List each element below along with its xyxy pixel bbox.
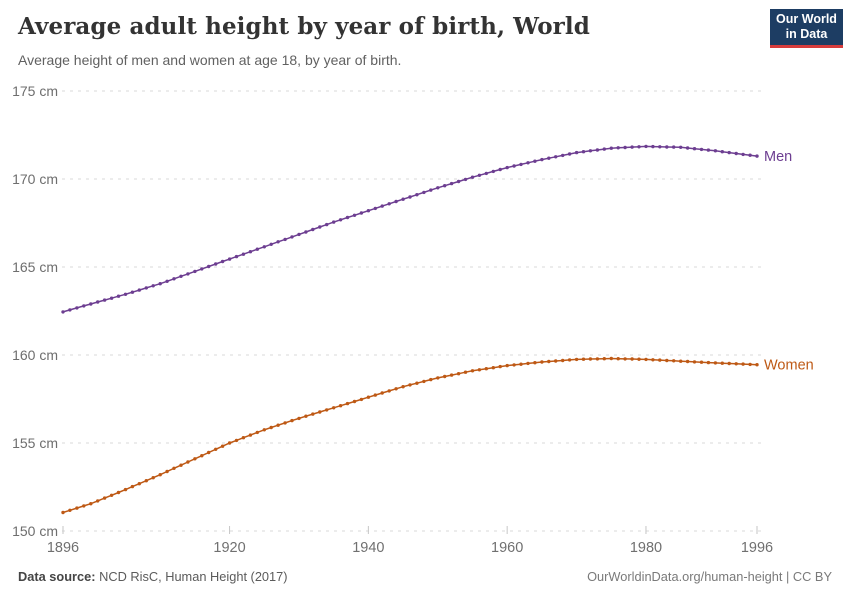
owid-logo[interactable]: Our World in Data xyxy=(770,9,843,48)
series-label-women: Women xyxy=(764,358,814,374)
series-label-men: Men xyxy=(764,149,792,165)
data-source: Data source: NCD RisC, Human Height (201… xyxy=(18,569,288,584)
svg-text:1980: 1980 xyxy=(630,540,662,556)
svg-text:160 cm: 160 cm xyxy=(12,347,58,363)
owid-logo-line1: Our World xyxy=(776,12,837,26)
svg-text:1940: 1940 xyxy=(352,540,384,556)
owid-logo-line2: in Data xyxy=(785,27,828,41)
svg-text:165 cm: 165 cm xyxy=(12,259,58,275)
svg-text:170 cm: 170 cm xyxy=(12,171,58,187)
svg-text:150 cm: 150 cm xyxy=(12,523,58,539)
data-source-label: Data source: xyxy=(18,569,96,584)
y-gridlines xyxy=(62,90,763,532)
chart-footer: Data source: NCD RisC, Human Height (201… xyxy=(18,569,832,584)
footer-link[interactable]: OurWorldinData.org/human-height | CC BY xyxy=(587,569,832,584)
svg-text:175 cm: 175 cm xyxy=(12,83,58,99)
svg-text:1960: 1960 xyxy=(491,540,523,556)
series-women[interactable]: Women xyxy=(61,356,814,515)
svg-text:1896: 1896 xyxy=(47,540,79,556)
svg-text:155 cm: 155 cm xyxy=(12,435,58,451)
chart-title: Average adult height by year of birth, W… xyxy=(18,13,590,40)
chart-subtitle: Average height of men and women at age 1… xyxy=(18,52,402,68)
x-tick-labels: 1896 1920 1940 1960 1980 1996 xyxy=(47,540,773,556)
y-tick-labels: 150 cm 155 cm 160 cm 165 cm 170 cm 175 cm xyxy=(12,83,58,539)
x-axis-ticks xyxy=(62,526,758,534)
data-source-value: NCD RisC, Human Height (2017) xyxy=(95,569,288,584)
svg-text:1920: 1920 xyxy=(213,540,245,556)
series-men[interactable]: Men xyxy=(61,144,792,314)
svg-text:1996: 1996 xyxy=(741,540,773,556)
